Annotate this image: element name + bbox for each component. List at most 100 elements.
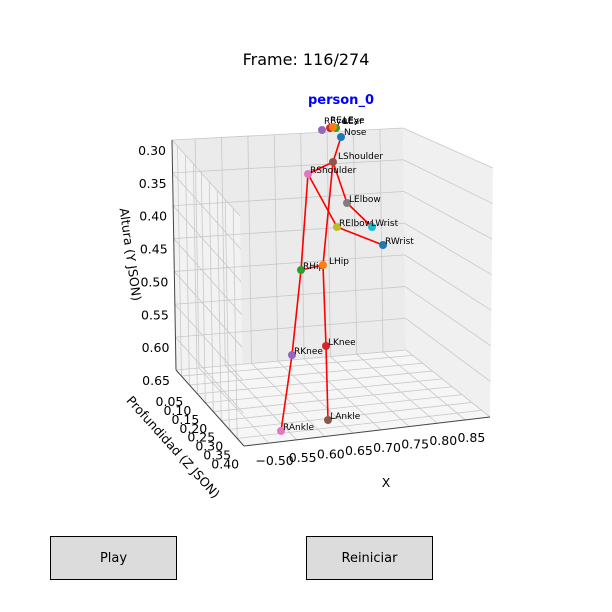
grid-line-z	[403, 191, 493, 240]
joint-label-reye: REye	[324, 117, 347, 127]
x-tick-label: 0.70	[373, 440, 401, 455]
joint-label-lear: LEar	[343, 117, 363, 127]
x-tick-label: 0.55	[289, 450, 317, 465]
y-tick-label: 0.25	[187, 430, 215, 445]
z-tick-label: 0.50	[140, 274, 168, 289]
grid-line-y	[221, 394, 462, 421]
grid-line-x	[273, 134, 279, 362]
joint-rankle	[277, 427, 285, 435]
joint-lhip	[319, 261, 327, 269]
grid-line-z	[405, 317, 491, 382]
bone-lknee-lankle	[325, 345, 329, 421]
grid-line-z	[173, 222, 405, 239]
joint-nose	[337, 133, 345, 141]
grid-line-x	[247, 136, 252, 364]
joint-reye	[318, 126, 326, 134]
grid-line-z	[404, 286, 492, 347]
x-axis-label: X	[382, 475, 391, 490]
x-tick-label: 0.85	[457, 430, 485, 445]
grid-line-x	[326, 131, 331, 357]
grid-line-z	[173, 191, 404, 207]
z-tick-label: 0.55	[141, 307, 169, 322]
grid-line-z	[402, 127, 494, 169]
grid-line-z	[172, 205, 242, 282]
grid-line-z	[174, 254, 405, 272]
y-tick-label: 0.15	[171, 412, 199, 427]
z-tick-label: 0.45	[140, 242, 168, 257]
joint-label-rshoulder: RShoulder	[310, 166, 357, 176]
grid-line-x	[224, 365, 298, 441]
bone-relbow-rwrist	[336, 226, 384, 246]
joint-label-rhip: RHip	[303, 262, 325, 272]
axis-ticks: 0.300.350.400.450.500.550.600.65−0.500.5…	[138, 143, 485, 471]
joint-label-rknee: RKnee	[294, 347, 323, 357]
grid-line-z	[172, 172, 241, 250]
x-tick-label: 0.80	[429, 433, 457, 448]
joint-label-relbow: RElbow	[339, 219, 372, 229]
grid-line-x	[277, 360, 354, 434]
grid-line-z	[174, 304, 244, 381]
grid-line-y	[213, 386, 453, 413]
z-tick-label: 0.35	[139, 176, 167, 191]
axis-edge	[243, 416, 491, 447]
right-pane	[403, 128, 493, 417]
grid-line-y	[181, 354, 413, 377]
bone-rshoulder-relbow	[307, 173, 338, 228]
joint-lelbow	[343, 199, 351, 207]
joint-rhip	[297, 266, 305, 274]
y-tick-label: 0.10	[163, 403, 191, 418]
grid-line-x	[356, 353, 438, 424]
x-tick-label: −0.50	[255, 453, 293, 468]
play-button[interactable]: Play	[50, 536, 177, 580]
grid-line-x	[379, 129, 384, 353]
reset-button[interactable]: Reiniciar	[306, 536, 433, 580]
grid-line-x	[251, 363, 326, 437]
y-tick-label: 0.30	[195, 439, 223, 454]
grid-line-y	[200, 172, 206, 403]
joint-label-nose: Nose	[344, 128, 367, 138]
joint-label-rear: REar	[330, 116, 351, 126]
z-tick-label: 0.60	[142, 340, 170, 355]
joint-label-rwrist: RWrist	[385, 237, 414, 247]
axis-edge	[171, 139, 177, 371]
axis-edge	[175, 369, 245, 447]
grid-line-y	[216, 190, 222, 421]
frame-title: Frame: 116/274	[242, 50, 370, 69]
z-tick-label: 0.30	[138, 143, 166, 158]
joint-label-leye: LEye	[343, 116, 365, 126]
grid-line-x	[330, 356, 410, 427]
y-tick-label: 0.05	[156, 394, 184, 409]
grid-line-z	[174, 286, 406, 305]
grid-line-z	[173, 238, 243, 315]
floor-pane	[176, 350, 490, 446]
person-label: person_0	[307, 93, 374, 108]
y-tick-label: 0.20	[179, 421, 207, 436]
y-tick-label: 0.35	[203, 447, 231, 462]
joint-rshoulder	[304, 170, 312, 178]
z-tick-label: 0.40	[139, 209, 167, 224]
joint-label-lankle: LAnkle	[330, 412, 361, 422]
grid-line-z	[173, 271, 243, 348]
joint-label-lelbow: LElbow	[349, 195, 381, 205]
grid-line-y	[232, 208, 238, 439]
grid-line-x	[382, 351, 466, 421]
grid-line-z	[171, 139, 241, 217]
z-tick-label: 0.65	[142, 373, 170, 388]
grid-line-x	[303, 358, 382, 431]
grid-line-x	[198, 367, 269, 444]
grid-line-z	[172, 159, 404, 174]
grid-line-z	[404, 222, 492, 276]
grid-line-x	[353, 130, 358, 355]
x-tick-label: 0.65	[345, 443, 373, 458]
grid-line-z	[175, 317, 406, 338]
x-tick-label: 0.60	[317, 446, 345, 461]
grid-line-y	[192, 163, 198, 394]
grid-line-y	[224, 199, 230, 430]
grid-line-y	[237, 409, 482, 439]
bone-rshoulder-rhip	[300, 173, 309, 271]
grid-line-y	[229, 402, 472, 430]
bone-lshoulder-rshoulder	[307, 161, 334, 175]
joint-relbow	[333, 223, 341, 231]
